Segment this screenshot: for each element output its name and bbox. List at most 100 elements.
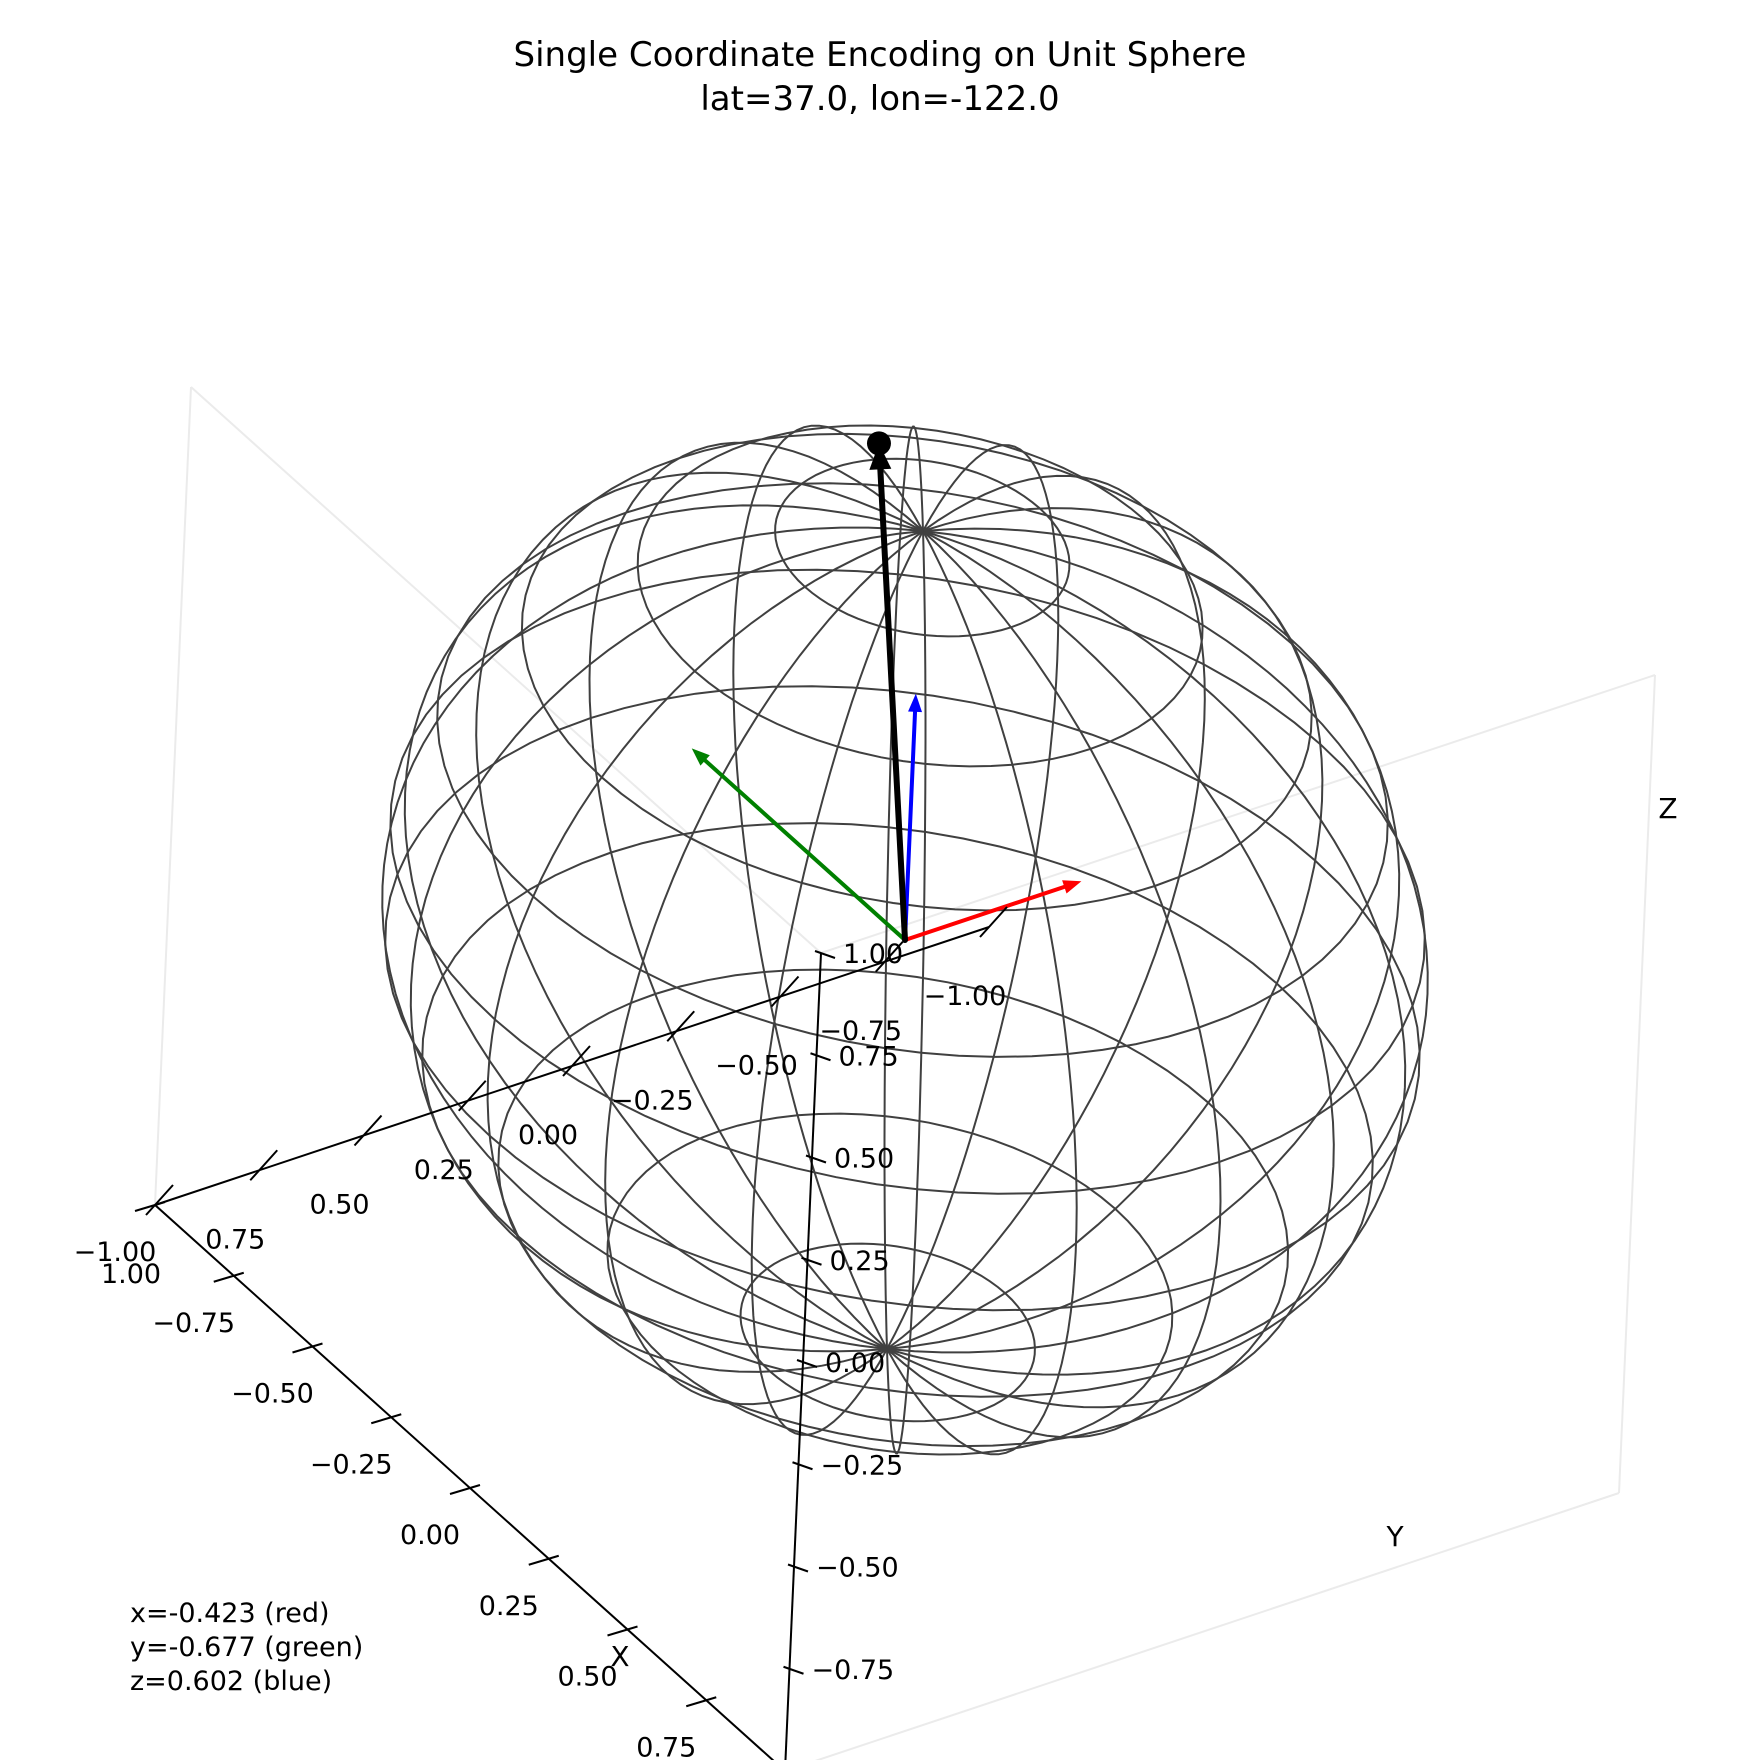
meridian-line — [604, 530, 924, 1406]
y-axis-tick-label: 0.00 — [400, 1520, 460, 1551]
meridian-line — [886, 507, 1324, 1350]
pane-edge — [190, 386, 822, 954]
x-component-arrow — [903, 880, 1082, 942]
z-axis-tick-label: 1.00 — [843, 939, 903, 970]
z-axis-tick-label: −0.50 — [816, 1553, 899, 1584]
x-axis-tick — [979, 906, 1008, 938]
parallel-line — [389, 568, 1426, 1195]
parallel-line — [774, 457, 1071, 638]
y-axis-tick-label: −0.75 — [152, 1308, 235, 1339]
pane-edge — [154, 386, 192, 1206]
parallel-line — [436, 482, 1389, 1058]
y-axis-tick-label: 0.50 — [557, 1662, 617, 1693]
x-axis-tick — [458, 1080, 487, 1112]
meridian-line — [486, 530, 924, 1373]
meridian-line — [886, 530, 1078, 1456]
encoded-point — [866, 431, 891, 456]
z-axis-label: Z — [1658, 792, 1677, 825]
pane-edge — [820, 674, 1656, 954]
x-axis-tick-label: −0.75 — [819, 1016, 902, 1047]
chart-subtitle: lat=37.0, lon=-122.0 — [700, 79, 1059, 119]
y-axis-tick-label: −0.50 — [231, 1379, 314, 1410]
meridian-line — [886, 530, 1222, 1439]
x-axis-tick — [145, 1184, 174, 1216]
y-axis-tick — [370, 1413, 402, 1425]
z-axis-tick-label: 0.75 — [839, 1041, 899, 1072]
z-axis-tick-label: 0.50 — [834, 1144, 894, 1175]
annotation-x: x=-0.423 (red) — [130, 1598, 330, 1629]
meridian-line — [403, 504, 924, 1350]
y-component-arrow — [691, 748, 907, 942]
meridian-line — [409, 530, 924, 1353]
meridian-line — [886, 444, 1060, 1350]
x-axis-tick — [666, 1010, 695, 1042]
annotation-z: z=0.602 (blue) — [130, 1666, 332, 1697]
y-axis-tick — [213, 1271, 245, 1283]
x-axis-tick-label: 0.00 — [518, 1120, 578, 1151]
z-axis-tick-label: 0.25 — [830, 1246, 890, 1277]
x-axis: −1.00 −0.75 −0.50 −0.25 0.00 0.25 0.50 0.75 1.00 — [101, 906, 1008, 1290]
meridian-line — [750, 530, 924, 1436]
y-axis: −1.00 −0.75 −0.50 −0.25 0.00 0.25 0.50 0.75 1.00 — [74, 1201, 775, 1760]
y-axis-tick — [292, 1342, 323, 1354]
y-axis-tick — [528, 1554, 560, 1566]
z-axis-tick — [814, 950, 836, 959]
x-axis-tick-label: −0.50 — [715, 1051, 798, 1082]
x-axis-tick-label: 0.25 — [414, 1155, 474, 1186]
annotation-y: y=-0.677 (green) — [130, 1632, 363, 1663]
meridian-line — [886, 530, 1335, 1409]
parallel-line — [520, 432, 1313, 912]
meridian-line — [886, 474, 1206, 1350]
z-axis-tick — [787, 1563, 809, 1573]
pane-edge — [814, 1492, 1620, 1760]
pane-edges — [154, 386, 1656, 1760]
meridian-line — [886, 530, 1429, 1354]
y-axis-tick-label: 0.75 — [636, 1732, 696, 1760]
sphere-wireframe — [381, 424, 1429, 1456]
x-axis-tick — [249, 1149, 278, 1181]
x-axis-tick — [770, 975, 800, 1008]
y-axis-tick — [134, 1201, 166, 1212]
y-axis-tick — [607, 1625, 638, 1637]
parallel-line — [384, 685, 1421, 1312]
z-axis-tick — [805, 1154, 827, 1164]
z-axis-tick-label: −0.75 — [812, 1655, 895, 1686]
z-axis-tick — [810, 1052, 831, 1062]
meridian-line — [588, 441, 924, 1350]
parallel-line — [497, 968, 1290, 1448]
x-axis-tick-label: 0.50 — [309, 1190, 369, 1221]
meridian-line — [732, 424, 924, 1350]
meridian-line — [886, 527, 1401, 1350]
x-axis-tick-label: 0.75 — [205, 1224, 265, 1255]
x-axis-label: X — [610, 1640, 629, 1673]
y-axis-tick — [449, 1484, 481, 1495]
parallel-line — [606, 1112, 1174, 1456]
x-axis-tick-label: −0.25 — [611, 1085, 694, 1116]
x-axis-tick — [875, 941, 904, 973]
z-axis-tick — [783, 1665, 804, 1675]
parallel-line — [421, 822, 1374, 1398]
z-component-arrow — [903, 693, 923, 942]
y-axis-label: Y — [1385, 1520, 1404, 1553]
y-axis-tick-label: −0.25 — [310, 1449, 393, 1480]
z-axis-tick-label: −0.25 — [821, 1450, 904, 1481]
parallel-line — [739, 1242, 1036, 1423]
x-axis-tick — [353, 1114, 383, 1147]
vectors — [691, 431, 1082, 943]
z-axis-tick — [792, 1461, 813, 1471]
z-axis-tick-label: −1.00 — [807, 1757, 890, 1760]
z-axis: −1.00 −0.75 −0.50 −0.25 0.00 0.25 0.50 0.75 1.00 — [783, 939, 904, 1760]
x-axis-tick — [562, 1045, 591, 1077]
z-axis-tick — [796, 1359, 818, 1368]
x-axis-tick-label: 1.00 — [101, 1259, 161, 1290]
z-axis-tick — [801, 1256, 822, 1266]
position-vector-arrow — [869, 443, 908, 943]
x-axis-tick-label: −1.00 — [924, 981, 1007, 1012]
y-axis-tick-label: 0.25 — [479, 1591, 539, 1622]
component-annotation: x=-0.423 (red) y=-0.677 (green) z=0.602 … — [130, 1598, 363, 1697]
meridian-line — [886, 530, 1407, 1376]
y-axis-tick-label: −1.00 — [74, 1237, 157, 1268]
pane-edge — [1618, 674, 1656, 1494]
y-axis-tick — [685, 1696, 717, 1708]
